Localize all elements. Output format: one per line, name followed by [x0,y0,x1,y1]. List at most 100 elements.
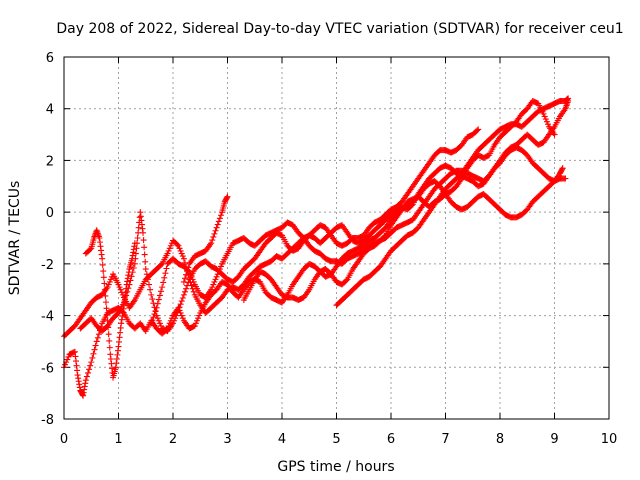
data-point [164,250,171,257]
data-point [181,288,188,295]
data-point [183,285,190,292]
data-point [180,255,187,262]
data-point [134,235,141,241]
data-point [106,337,113,344]
data-point [140,237,147,244]
data-point [148,291,155,298]
data-point [104,317,111,324]
data-point [216,266,223,273]
data-point [176,245,183,252]
data-point [184,282,191,289]
data-point [559,165,566,172]
data-point [93,338,100,345]
y-axis-label: SDTVAR / TECUs [7,181,23,296]
data-point [144,276,151,283]
data-point [103,305,110,312]
data-point [180,291,187,298]
data-point [114,311,121,318]
data-point [65,353,72,360]
data-point [541,113,548,120]
data-point [210,281,217,288]
data-point [185,264,192,271]
data-point [153,304,160,311]
data-point [211,230,218,237]
data-point [105,324,112,331]
data-point [128,273,135,280]
data-point [94,334,101,341]
data-point [86,366,93,373]
data-point [224,193,231,200]
data-point [132,250,139,257]
data-point [212,227,219,234]
data-point [214,271,221,278]
data-point [213,224,220,231]
data-point [140,229,147,236]
data-point [90,350,97,357]
data-point [343,277,350,284]
data-point [183,271,190,278]
data-point [210,233,217,240]
data-point [178,298,185,305]
x-tick-label: 9 [550,432,558,447]
data-point [131,240,138,247]
y-tick-label: -2 [41,258,54,273]
data-point [155,317,162,324]
data-point [171,317,178,324]
x-tick-label: 0 [60,432,68,447]
data-point [151,311,158,318]
data-point [562,175,569,182]
x-tick-label: 8 [496,432,504,447]
data-point [131,260,138,267]
data-point [215,268,222,275]
series-track-2 [61,126,482,340]
data-point [209,284,216,291]
x-tick-label: 4 [278,432,286,447]
axis-ticks: 0 1 2 3 4 5 6 7 8 9 10 -8 -6 -4 -2 0 2 4 6 [41,51,617,447]
data-point [148,320,155,327]
data-point [156,292,163,299]
data-point [99,255,106,262]
y-tick-label: -4 [41,310,54,325]
data-point [160,279,167,286]
data-point [105,281,112,288]
data-point [181,275,188,282]
data-point [176,304,183,311]
data-point [83,373,90,380]
data-point [106,278,113,285]
x-tick-label: 6 [387,432,395,447]
data-point [175,242,182,249]
data-point [215,218,222,225]
data-point [177,301,184,308]
x-tick-label: 3 [223,432,231,447]
data-point [159,284,166,291]
data-point [474,127,481,134]
data-point [156,320,163,327]
data-point [143,271,150,278]
y-tick-label: 4 [46,103,54,118]
data-point [162,270,169,277]
data-point [178,250,185,257]
data-point [170,320,176,327]
data-point [99,261,106,268]
x-tick-label: 5 [332,432,340,447]
data-point [64,356,71,363]
data-point [104,311,111,318]
data-point [104,284,111,291]
data-point [91,346,98,353]
x-tick-label: 2 [169,432,177,447]
data-point [100,274,107,281]
data-point [84,369,91,376]
data-point [214,221,221,228]
data-point [88,359,95,366]
data-point [213,273,220,280]
y-tick-label: -8 [41,413,54,428]
data-point [136,214,143,221]
data-point [92,342,99,349]
data-point [117,286,124,293]
data-point [130,264,137,271]
y-tick-label: 6 [46,51,54,66]
data-point [161,274,168,281]
data-point [101,280,108,287]
data-point [87,246,94,253]
